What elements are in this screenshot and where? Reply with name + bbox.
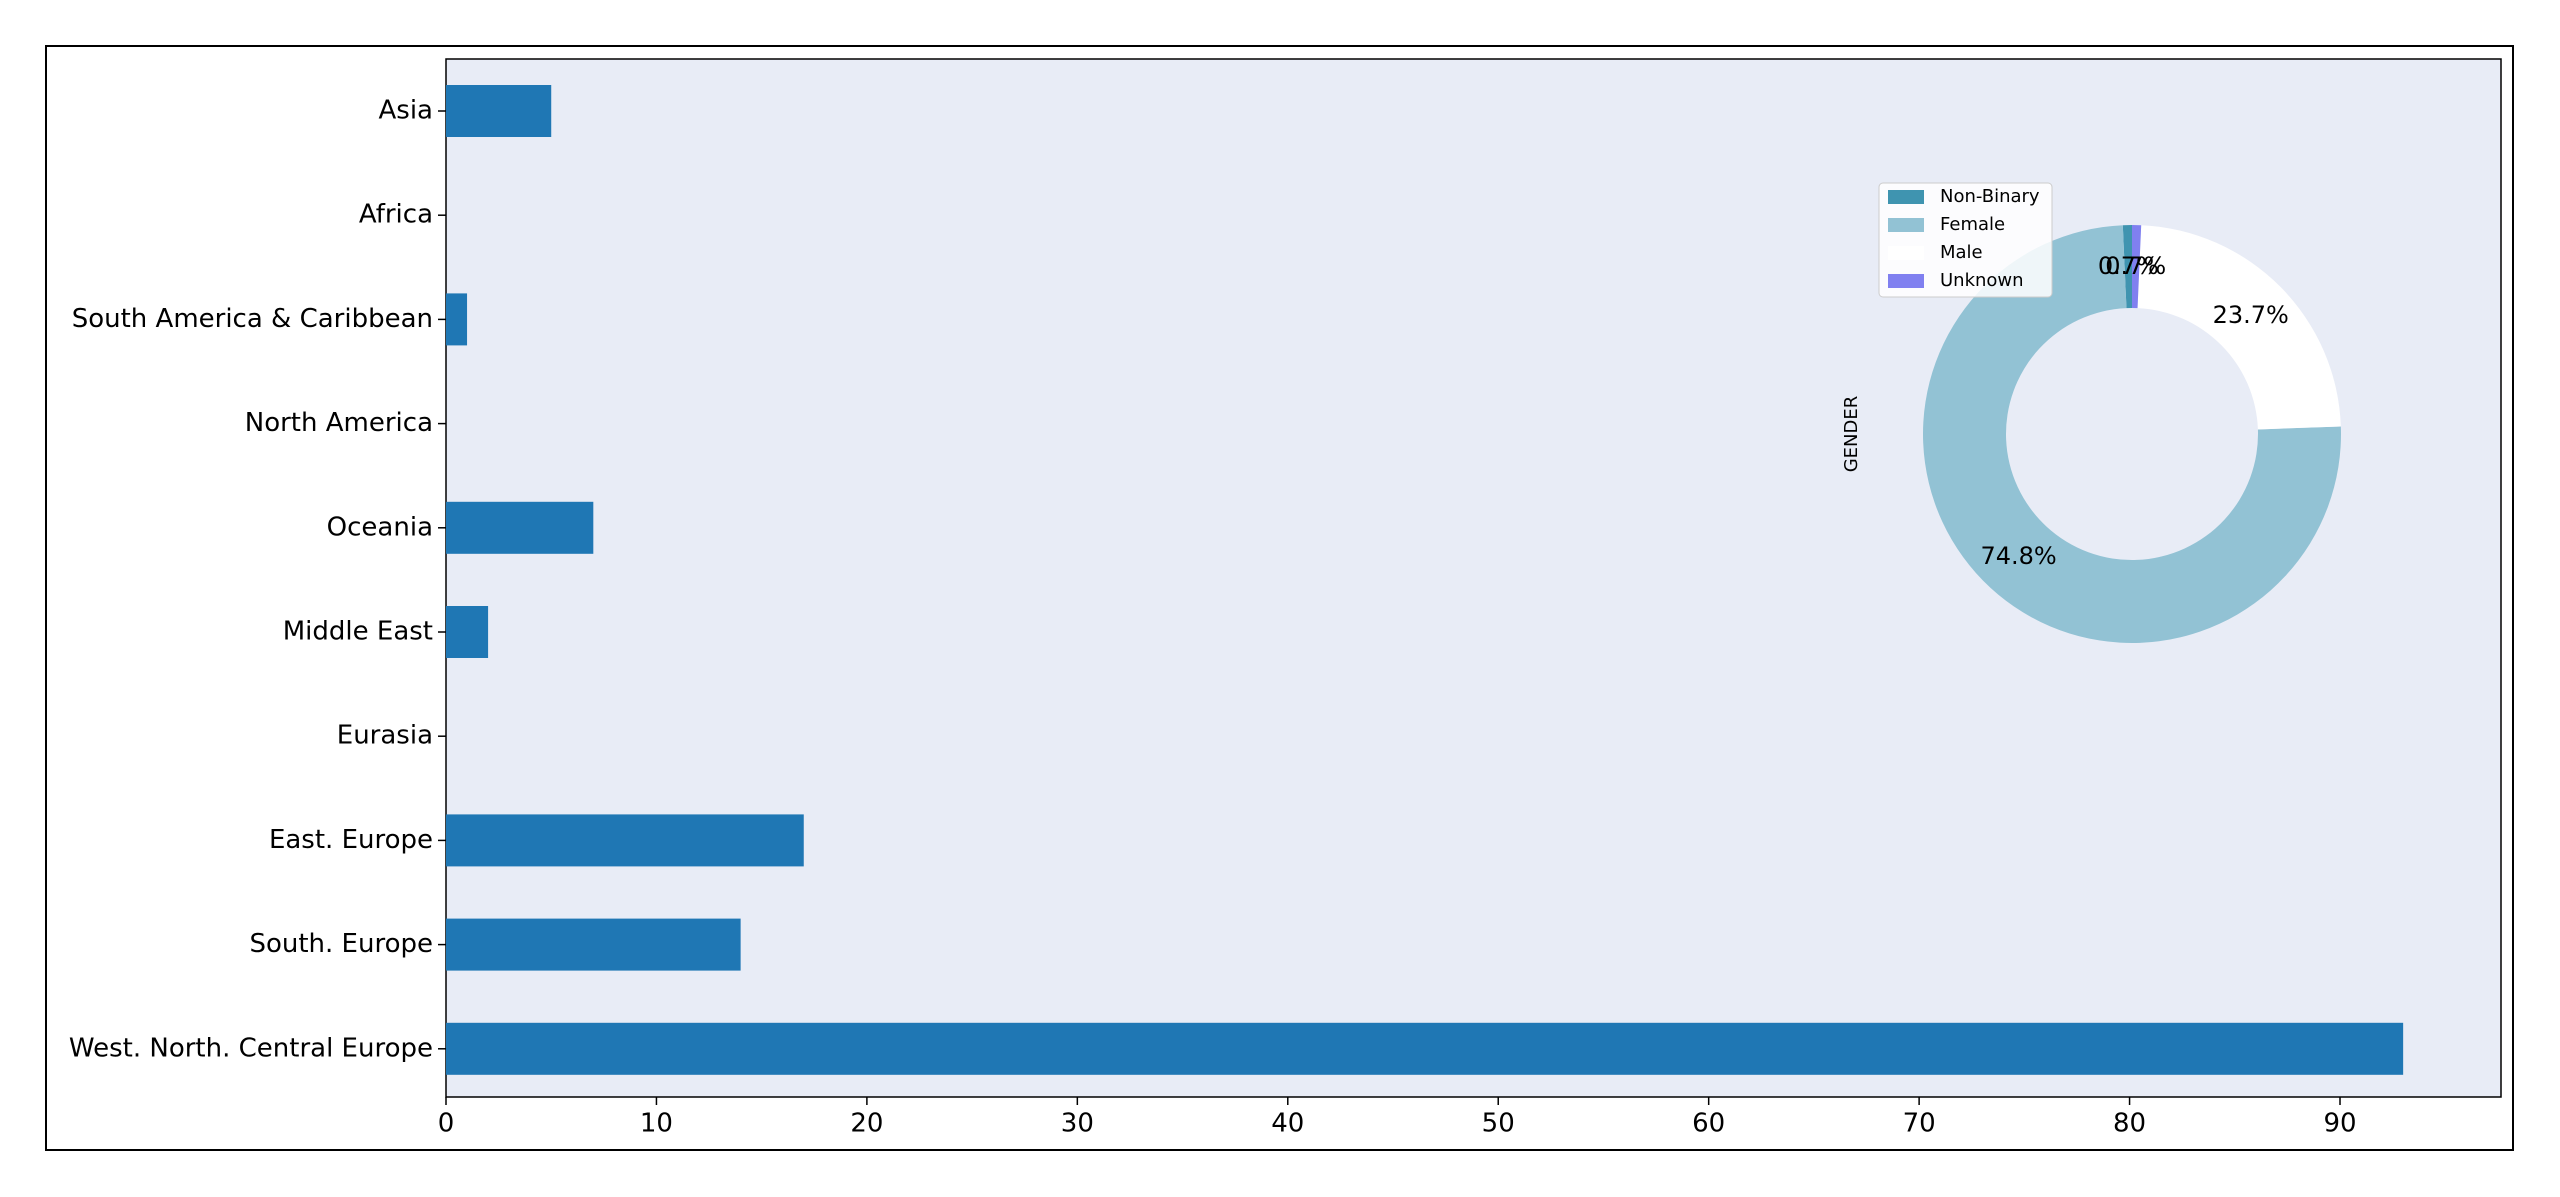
y-tick-label: Eurasia <box>337 721 433 751</box>
bar <box>446 814 804 867</box>
legend-label: Unknown <box>1940 270 2024 291</box>
legend-box <box>1878 182 2053 298</box>
x-tick-label: 90 <box>2323 1109 2356 1139</box>
donut-slice <box>2137 225 2341 430</box>
legend-swatch <box>1888 218 1924 232</box>
legend-label: Male <box>1940 242 1983 263</box>
legend-swatch <box>1888 190 1924 204</box>
slice-label: 0.7% <box>2098 252 2159 280</box>
legend-swatch <box>1888 274 1924 288</box>
x-tick-label: 30 <box>1061 1109 1094 1139</box>
y-tick-label: East. Europe <box>269 825 433 855</box>
y-tick-label: West. North. Central Europe <box>69 1033 433 1063</box>
bar <box>446 918 741 971</box>
x-tick-label: 80 <box>2113 1109 2146 1139</box>
donut-slice <box>2132 225 2142 309</box>
x-tick-label: 0 <box>438 1109 455 1139</box>
bar <box>446 606 489 658</box>
x-tick-label: 70 <box>1903 1109 1936 1139</box>
legend-swatch <box>1888 246 1924 260</box>
donut-slice <box>1923 225 2341 643</box>
bar <box>446 501 594 554</box>
x-tick-label: 60 <box>1692 1109 1725 1139</box>
x-tick-label: 20 <box>850 1109 883 1139</box>
y-tick-label: Oceania <box>327 512 433 542</box>
y-tick-label: North America <box>245 408 433 438</box>
x-tick-label: 40 <box>1271 1109 1304 1139</box>
x-tick-label: 50 <box>1482 1109 1515 1139</box>
legend-label: Non-Binary <box>1940 186 2040 207</box>
y-tick-label: Africa <box>359 200 433 230</box>
y-tick-label: South. Europe <box>249 929 433 959</box>
bar <box>446 85 552 137</box>
bar <box>446 293 468 346</box>
y-tick-label: Middle East <box>283 617 433 647</box>
y-axis-label: GENDER <box>1841 396 1862 473</box>
slice-label: 23.7% <box>2213 301 2289 329</box>
slice-label: 74.8% <box>1980 542 2056 570</box>
donut-slice <box>2122 225 2132 309</box>
figure-frame <box>45 45 2514 1151</box>
y-tick-label: Asia <box>379 96 434 126</box>
legend-label: Female <box>1940 214 2005 235</box>
bar <box>446 1022 2404 1075</box>
x-tick-label: 10 <box>640 1109 673 1139</box>
slice-label: 0.7% <box>2105 252 2166 280</box>
y-tick-label: South America & Caribbean <box>72 304 433 334</box>
